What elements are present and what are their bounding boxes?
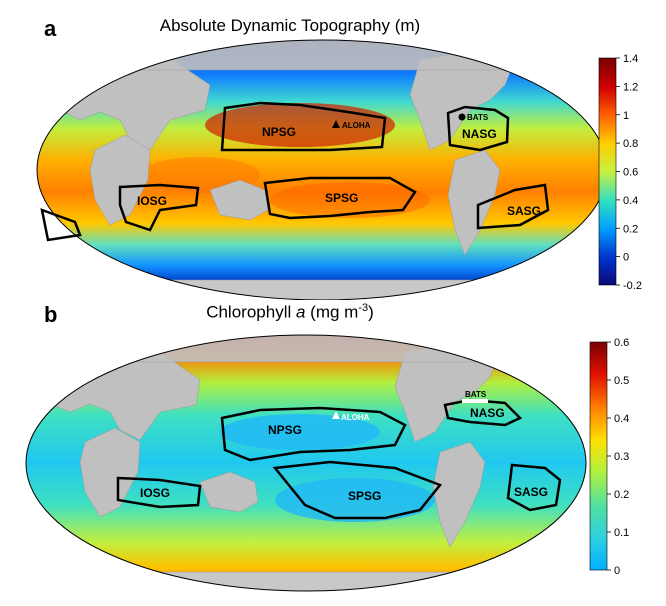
gyre-iosg-outline	[116, 476, 202, 509]
gyre-label-npsg: NPSG	[268, 423, 302, 437]
colorbar-tick-label: 0.2	[614, 489, 629, 501]
gyre-label-iosg: IOSG	[137, 194, 167, 208]
title-italic: a	[295, 302, 306, 322]
globe-outline	[25, 334, 587, 592]
colorbar-tick-label: 0.6	[623, 167, 638, 179]
gyre-outlines	[40, 101, 550, 242]
bats-marker-icon	[458, 113, 466, 121]
site-label-aloha: ALOHA	[342, 121, 371, 130]
colorbar-tick-label: 0.6	[614, 337, 629, 349]
panel-title: Absolute Dynamic Topography (m)	[159, 16, 421, 35]
gyre-label-sasg: SASG	[514, 485, 548, 499]
ocean-field-a	[37, 40, 607, 300]
gyre-label-sasg: SASG	[507, 204, 541, 218]
panel-letter: b	[44, 302, 58, 327]
gyre-label-spsg: SPSG	[325, 191, 358, 205]
title-prefix: Chlorophyll	[206, 302, 296, 322]
gyre-outlines	[116, 398, 562, 520]
gyre-spsg-outline	[263, 176, 417, 220]
gyre-npsg-outline	[220, 406, 407, 462]
gyre-label-nasg: NASG	[462, 127, 497, 141]
gyre-nasg-outline	[446, 105, 510, 152]
aloha-marker-icon	[332, 411, 340, 419]
colorbar-tick-label: 0.8	[623, 138, 638, 150]
gyre-label-npsg: NPSG	[262, 125, 296, 139]
gyre-sasg-outline	[506, 463, 562, 512]
colorbar-tick-label: 0.2	[623, 223, 638, 235]
colorbar-a	[598, 57, 617, 286]
gyre-iosg-outline	[118, 183, 200, 232]
panel-b: b Chlorophyll a (mg m-3)	[0, 300, 666, 606]
gyre-npsg-outline	[220, 101, 387, 152]
site-label-bats: BATS	[465, 390, 487, 399]
title-units: (mg m	[305, 302, 359, 322]
site-label-bats: BATS	[467, 113, 489, 122]
colorbar-a-ticks: 1.4 1.2 1 0.8 0.6 0.4 0.2 0 -0.2	[616, 53, 642, 292]
aloha-marker-icon	[332, 120, 340, 128]
bats-marker-icon	[462, 399, 488, 403]
map-a: NPSG SPSG IOSG NASG SASG ALOHA BATS 1.41…	[36, 39, 642, 300]
panel-title: Chlorophyll a (mg m-3)	[90, 302, 490, 323]
gyre-label-nasg: NASG	[470, 406, 505, 420]
gyre-label-iosg: IOSG	[140, 486, 170, 500]
ocean-field-b	[26, 335, 586, 591]
gyre-sasg-outline	[476, 183, 550, 230]
gyre-iosg-west-outline	[40, 208, 82, 242]
colorbar-b	[589, 341, 608, 571]
gyre-spsg-outline	[272, 460, 443, 520]
site-label-aloha: ALOHA	[341, 413, 370, 422]
colorbar-tick-label: -0.2	[623, 280, 642, 292]
title-suffix: )	[368, 302, 374, 322]
panel-a: a Absolute Dynamic Topography (m)	[0, 0, 666, 300]
panel-letter: a	[44, 16, 57, 41]
colorbar-tick-label: 0.4	[614, 413, 629, 425]
colorbar-tick-label: 0.4	[623, 195, 638, 207]
colorbar-tick-label: 0.1	[614, 527, 629, 539]
colorbar-tick-label: 0.5	[614, 375, 629, 387]
colorbar-tick-label: 1.4	[623, 53, 638, 65]
colorbar-b-ticks: 0.6 0.5 0.4 0.3 0.2 0.1 0	[607, 337, 629, 577]
colorbar-tick-label: 0.3	[614, 451, 629, 463]
colorbar-tick-label: 0	[623, 252, 629, 264]
map-b: NPSG SPSG IOSG NASG SASG ALOHA BATS 0.60…	[25, 334, 629, 592]
colorbar-tick-label: 0	[614, 565, 620, 577]
title-sup: -3	[358, 302, 369, 314]
colorbar-tick-label: 1.2	[623, 81, 638, 93]
colorbar-tick-label: 1	[623, 110, 629, 122]
gyre-label-spsg: SPSG	[348, 489, 381, 503]
